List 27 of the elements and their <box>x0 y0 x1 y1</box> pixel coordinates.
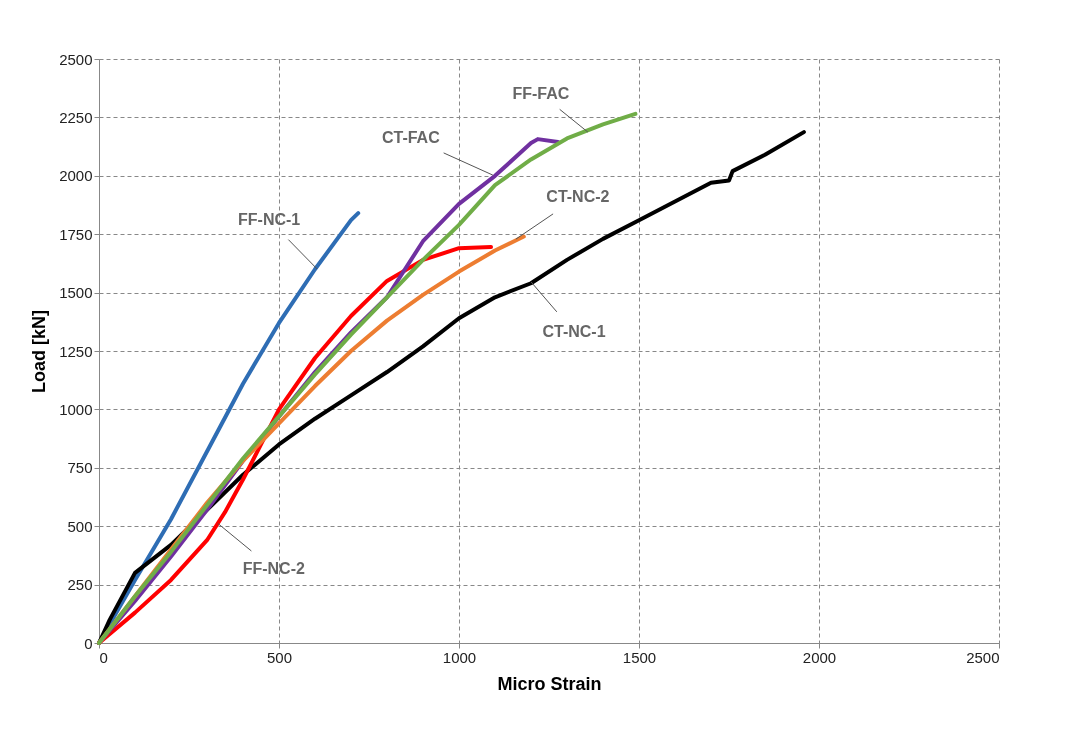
y-tick-label: 250 <box>67 576 93 594</box>
y-axis-title: Load [kN] <box>29 310 50 393</box>
x-axis-title: Micro Strain <box>497 673 602 694</box>
y-tick-label: 1250 <box>59 342 93 360</box>
line-series <box>97 111 638 645</box>
y-tick-label: 2250 <box>59 108 93 126</box>
x-tick-label: 1000 <box>442 648 477 666</box>
x-tick-label: 2500 <box>966 648 1000 666</box>
y-tick-label: 500 <box>67 517 93 535</box>
annotation: CT-NC-2 <box>546 188 610 206</box>
annotation: FF-NC-1 <box>238 211 301 229</box>
y-tick-label: 1000 <box>59 400 93 418</box>
y-tick-label: 1500 <box>59 284 93 302</box>
y-tick-label: 1750 <box>59 225 93 243</box>
y-tick-label: 2000 <box>59 167 93 185</box>
y-tick-label: 0 <box>84 634 93 652</box>
x-tick-label: 1500 <box>622 648 657 666</box>
annotation: CT-NC-1 <box>542 322 606 340</box>
x-tick-label: 0 <box>99 648 108 666</box>
x-tick-label: 500 <box>266 648 293 666</box>
line-series <box>97 130 806 645</box>
x-tick-label: 2000 <box>802 648 837 666</box>
annotation: CT-FAC <box>381 129 441 147</box>
annotation: FF-FAC <box>512 85 570 103</box>
annotation: FF-NC-2 <box>242 560 305 578</box>
y-tick-label: 2500 <box>59 50 93 68</box>
y-tick-label: 750 <box>67 459 93 477</box>
